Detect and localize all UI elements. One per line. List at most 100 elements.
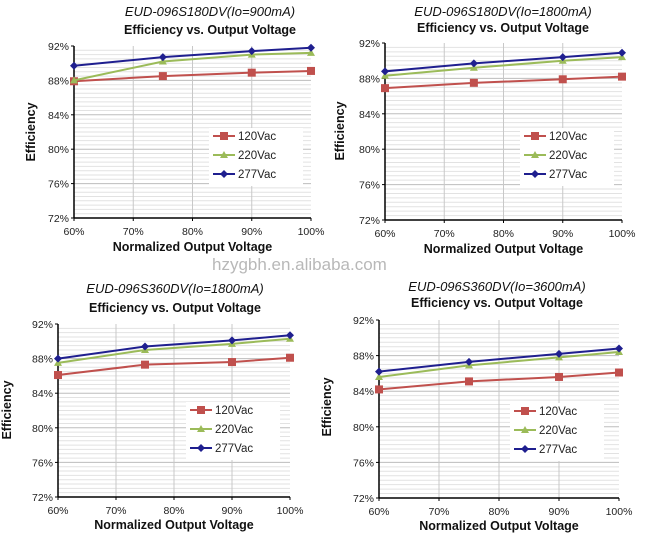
y-tick-label: 76%	[359, 180, 380, 192]
x-tick-label: 60%	[63, 226, 84, 238]
diamond-marker	[197, 444, 205, 452]
chart-title: EUD-096S360DV(Io=3600mA)	[408, 279, 586, 294]
x-tick-label: 70%	[428, 506, 449, 518]
x-axis-label: Normalized Output Voltage	[94, 518, 254, 532]
diamond-marker	[70, 61, 78, 70]
chart-subtitle: Efficiency vs. Output Voltage	[410, 296, 584, 310]
square-marker	[286, 353, 294, 362]
diamond-marker	[465, 357, 473, 366]
square-marker	[615, 368, 623, 377]
legend: 120Vac 220Vac 277Vac	[520, 128, 614, 186]
diamond-marker	[220, 170, 228, 178]
triangle-marker	[375, 372, 383, 380]
triangle-marker	[220, 151, 228, 158]
x-axis-label: Normalized Output Voltage	[423, 242, 584, 256]
legend: 120Vac 220Vac 277Vac	[209, 128, 303, 186]
square-marker	[555, 372, 563, 381]
series-line-120Vac	[384, 75, 623, 90]
square-marker	[381, 84, 389, 93]
x-tick-label: 100%	[277, 505, 304, 517]
square-marker	[531, 132, 539, 140]
y-tick-label: 80%	[48, 144, 69, 156]
x-tick-label: 90%	[548, 506, 569, 518]
diamond-marker	[531, 170, 539, 178]
y-tick-label: 80%	[359, 144, 380, 156]
diamond-marker	[469, 59, 478, 68]
series-line-120Vac	[73, 69, 312, 83]
legend-label: 220Vac	[238, 150, 276, 162]
x-tick-label: 100%	[609, 228, 636, 240]
diamond-marker	[158, 53, 167, 62]
legend-label: 277Vac	[539, 444, 577, 456]
x-tick-label: 90%	[221, 505, 242, 517]
x-tick-label: 60%	[47, 505, 68, 517]
series-line-220Vac	[384, 56, 623, 77]
x-tick-label: 70%	[434, 228, 455, 240]
square-marker	[197, 406, 205, 414]
square-marker	[307, 66, 315, 75]
chart-title: EUD-096S360DV(Io=1800mA)	[86, 281, 264, 296]
y-tick-label: 84%	[32, 388, 53, 400]
triangle-marker	[197, 425, 205, 432]
series-line-277Vac	[378, 347, 620, 373]
x-axis-label: Normalized Output Voltage	[419, 519, 579, 533]
watermark: hzygbh.en.alibaba.com	[212, 255, 387, 274]
chart-0: 60% 70% 80% 90% 100% 72% 76% 80% 84% 88% 92% 120Vac…	[48, 41, 324, 238]
square-marker	[141, 360, 149, 369]
series-line-120Vac	[378, 371, 620, 391]
chart-title: EUD-096S180DV(Io=900mA)	[124, 4, 296, 19]
y-tick-label: 92%	[353, 315, 374, 327]
x-tick-label: 60%	[368, 506, 389, 518]
diamond-marker	[615, 344, 623, 353]
diamond-marker	[375, 367, 383, 376]
square-marker	[228, 358, 236, 367]
legend: 120Vac 220Vac 277Vac	[510, 403, 604, 461]
chart-subtitle: Efficiency vs. Output Voltage	[88, 301, 262, 315]
diamond-marker	[141, 342, 149, 351]
legend-label: 277Vac	[215, 443, 253, 455]
diamond-marker	[286, 331, 294, 340]
square-marker	[54, 371, 62, 380]
square-marker	[558, 75, 567, 84]
y-tick-label: 80%	[353, 422, 374, 434]
chart-3: 60% 70% 80% 90% 100% 72% 76% 80% 84% 88% 92% 120Vac…	[353, 315, 632, 518]
y-tick-label: 84%	[353, 386, 374, 398]
series-line-277Vac	[57, 334, 291, 360]
legend-label: 220Vac	[549, 150, 587, 162]
diamond-marker	[54, 354, 62, 363]
square-marker	[220, 132, 228, 140]
x-tick-label: 100%	[298, 226, 325, 238]
square-marker	[469, 78, 478, 87]
y-tick-label: 76%	[32, 457, 53, 469]
diamond-marker	[381, 67, 389, 76]
triangle-marker	[70, 76, 78, 84]
legend-label: 220Vac	[215, 424, 253, 436]
square-marker	[618, 72, 626, 81]
legend: 120Vac 220Vac 277Vac	[186, 402, 280, 460]
x-tick-label: 80%	[493, 228, 514, 240]
y-tick-label: 92%	[48, 41, 69, 53]
square-marker	[465, 377, 473, 386]
y-tick-label: 92%	[32, 319, 53, 331]
legend-label: 277Vac	[238, 169, 276, 181]
y-tick-label: 72%	[353, 493, 374, 505]
diamond-marker	[555, 349, 563, 358]
triangle-marker	[531, 151, 539, 158]
series-line-220Vac	[73, 51, 312, 82]
legend-label: 277Vac	[549, 169, 587, 181]
y-tick-label: 92%	[359, 38, 380, 50]
diamond-marker	[228, 336, 236, 345]
chart-title: EUD-096S180DV(Io=1800mA)	[414, 4, 592, 19]
y-tick-label: 76%	[48, 179, 69, 191]
x-tick-label: 60%	[374, 228, 395, 240]
y-tick-label: 72%	[359, 215, 380, 227]
square-marker	[158, 72, 167, 81]
x-tick-label: 100%	[606, 506, 633, 518]
chart-1: 60% 70% 80% 90% 100% 72% 76% 80% 84% 88% 92% 120Vac…	[359, 38, 635, 240]
legend-label: 120Vac	[549, 131, 587, 143]
series-line-120Vac	[57, 356, 291, 377]
y-tick-label: 84%	[48, 110, 69, 122]
y-tick-label: 88%	[32, 354, 53, 366]
x-tick-label: 80%	[488, 506, 509, 518]
